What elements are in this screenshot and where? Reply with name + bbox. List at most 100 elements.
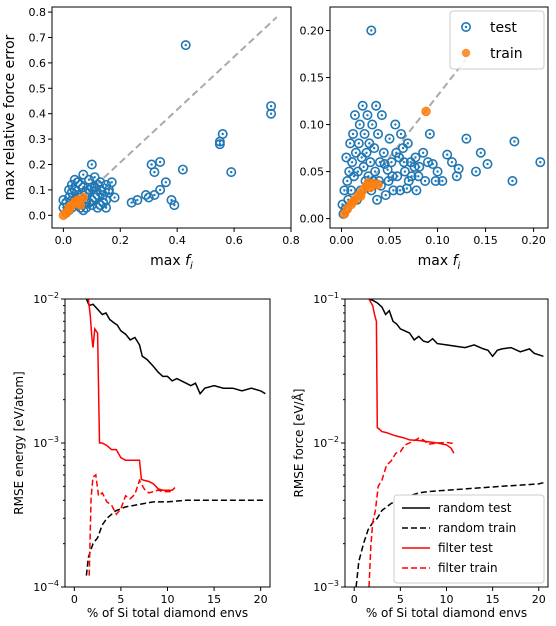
x-tick-label: 0 (351, 593, 358, 606)
x-tick-label: 0.05 (377, 234, 402, 247)
data-point-test (89, 182, 100, 193)
y-axis-label: max relative force error (2, 34, 18, 200)
data-point-center (87, 178, 91, 181)
data-point-test (345, 138, 356, 149)
data-point-center (431, 162, 434, 166)
data-point-center (218, 142, 222, 146)
x-tick-label: 5 (117, 593, 124, 606)
data-point-center (441, 179, 444, 183)
data-point-test (424, 128, 435, 139)
data-point-center (348, 170, 351, 173)
y-tick-label: 0.10 (300, 119, 325, 132)
data-point-center (184, 43, 187, 47)
data-point-center (390, 160, 393, 164)
x-tick-label: 0.0 (55, 234, 73, 247)
data-point-center (434, 179, 437, 183)
data-point-test (391, 147, 402, 158)
data-point-test (346, 185, 357, 196)
data-point-center (384, 193, 387, 197)
chart-panel-1: 0.0 0.2 0.4 0.6 0.8 0.0 0.1 0.2 0.3 0.4 0.5 0.6 0.7 0… (2, 6, 300, 272)
data-point-test (411, 185, 422, 196)
data-point-test (507, 175, 518, 186)
data-point-train (356, 191, 366, 201)
data-point-center (406, 142, 409, 145)
legend: random test random train filter test filter… (393, 494, 545, 584)
data-point-center (96, 206, 99, 209)
data-point-center (144, 193, 148, 197)
data-point-test (357, 100, 368, 111)
legend: test train (449, 10, 545, 70)
data-point-center (102, 201, 105, 204)
data-point-test (69, 174, 80, 185)
data-point-center (62, 206, 65, 209)
data-point-center (341, 203, 344, 206)
data-point-center (170, 198, 173, 202)
data-point-center (401, 146, 405, 150)
data-point-center (82, 173, 85, 176)
data-point-center (349, 189, 353, 192)
data-point-center (474, 170, 478, 173)
x-tick-label: 0.6 (225, 234, 243, 247)
series-test (58, 40, 277, 218)
data-point-test (379, 159, 390, 170)
data-point-test (475, 147, 486, 158)
data-point-test (414, 161, 425, 172)
data-point-center (110, 181, 113, 184)
data-point-center (511, 179, 514, 183)
data-point-center (93, 186, 96, 189)
data-point-center (363, 132, 366, 136)
data-point-test (418, 147, 429, 158)
series-line-filter-test (87, 299, 176, 491)
data-point-test (95, 177, 106, 188)
data-point-test (98, 197, 109, 208)
data-point-center (391, 175, 394, 178)
y-tick-label: 10−2 (33, 291, 59, 306)
data-point-test (427, 159, 438, 170)
data-point-center (365, 151, 368, 154)
data-point-center (102, 193, 105, 197)
data-point-test (451, 171, 462, 182)
data-point-test (446, 157, 457, 168)
data-point-center (372, 146, 376, 150)
x-tick-label: 15 (486, 593, 500, 606)
axes-frame (64, 298, 271, 588)
data-point-center (357, 142, 361, 145)
data-point-center (445, 153, 449, 156)
data-point-test (398, 157, 409, 168)
data-point-test (83, 197, 94, 208)
data-point-test (155, 184, 166, 195)
chart-panel-2: 0.00 0.05 0.10 0.15 0.20 0.00 0.05 0.10 0.15 0.20… (300, 6, 549, 272)
data-point-test (376, 110, 387, 121)
x-axis-label: max fi (418, 253, 461, 272)
data-point-test (420, 175, 431, 186)
data-point-center (354, 151, 358, 154)
plot-area (85, 299, 266, 576)
data-point-center (158, 160, 162, 164)
data-point-test (166, 195, 177, 206)
data-point-center (350, 160, 354, 164)
data-point-center (403, 170, 407, 173)
data-point-test (437, 175, 448, 186)
data-point-test (535, 157, 546, 168)
data-point-center (368, 142, 371, 145)
data-point-test (350, 147, 361, 158)
data-point-center (70, 183, 74, 187)
data-point-center (93, 175, 96, 179)
data-point-train (348, 196, 358, 207)
data-point-center (428, 132, 432, 136)
data-point-test (86, 159, 97, 170)
data-point-test (266, 108, 277, 119)
data-point-test (470, 166, 481, 177)
data-point-center (269, 112, 273, 115)
data-point-center (164, 181, 168, 184)
data-point-test (430, 175, 441, 186)
data-point-test (140, 189, 151, 200)
y-tick-label: 0.0 (29, 209, 47, 222)
data-point-test (370, 166, 381, 177)
y-axis-label: RMSE energy [eV/atom] (12, 371, 26, 514)
data-point-train (64, 202, 74, 213)
data-point-center (370, 29, 373, 32)
data-point-center (410, 175, 413, 178)
data-point-test (66, 179, 77, 190)
